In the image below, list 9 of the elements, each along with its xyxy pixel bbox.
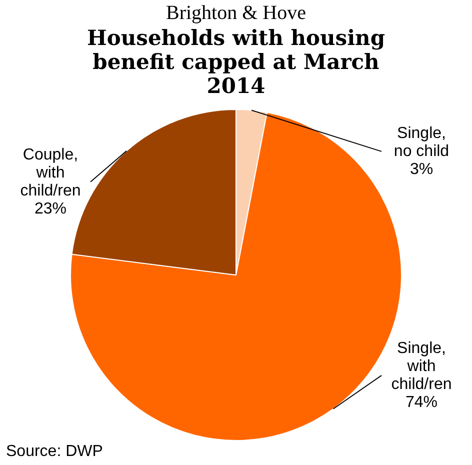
source-note: Source: DWP (6, 443, 103, 461)
chart-title: Brighton & Hove (165, 2, 307, 25)
data-label: 23% (34, 200, 67, 218)
slice-label: Single, with child/ren (391, 340, 452, 393)
data-label: 74% (405, 394, 438, 411)
slice-label: Single, no child (394, 124, 450, 160)
slice-label: Couple, with child/ren (20, 146, 81, 200)
data-label: 3% (410, 160, 434, 178)
chart-subtitle: Households with housing benefit capped at March 2014 (86, 25, 386, 98)
